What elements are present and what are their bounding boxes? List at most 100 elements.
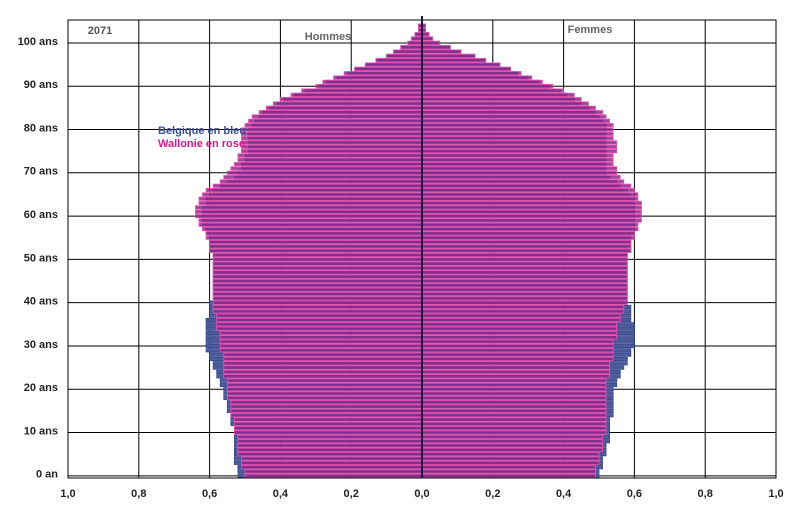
bar <box>230 404 423 409</box>
bar <box>421 408 607 413</box>
bar <box>421 40 441 46</box>
bar <box>421 226 639 232</box>
bar <box>421 201 642 206</box>
bar <box>198 222 423 227</box>
bar <box>195 214 423 219</box>
bar <box>421 84 554 89</box>
bar <box>421 300 628 305</box>
bar <box>241 131 423 136</box>
bar <box>421 36 434 41</box>
bar <box>212 252 423 258</box>
bar <box>421 434 603 439</box>
bar <box>290 92 423 97</box>
bar <box>421 413 607 418</box>
x-tick-label: 0,6 <box>202 488 217 500</box>
x-tick-label: 0,8 <box>131 488 146 500</box>
bar <box>421 270 628 275</box>
bar <box>421 231 635 236</box>
bar <box>421 222 639 227</box>
x-tick-label: 0,8 <box>698 488 713 500</box>
bar <box>421 400 607 405</box>
bar <box>212 309 423 314</box>
bar <box>421 343 614 349</box>
y-tick-label: 10 ans <box>24 425 58 437</box>
bar <box>226 170 423 175</box>
bar <box>421 53 476 59</box>
bar <box>219 339 423 344</box>
y-tick-label: 70 ans <box>24 166 58 178</box>
bar <box>421 205 642 210</box>
bar <box>421 196 639 201</box>
bar <box>244 473 423 478</box>
bar <box>301 88 423 93</box>
bar <box>421 170 618 175</box>
bar <box>421 136 614 141</box>
y-tick-label: 30 ans <box>24 339 58 351</box>
bar <box>223 365 423 370</box>
bar <box>223 175 423 180</box>
bar <box>230 408 423 413</box>
bar <box>233 421 423 426</box>
bar <box>421 447 603 452</box>
bar <box>212 287 423 292</box>
bar <box>421 426 607 431</box>
bar <box>226 391 423 396</box>
bar <box>219 335 423 340</box>
y-tick-label: 0 an <box>36 469 58 481</box>
bar <box>226 395 423 401</box>
bar <box>407 40 423 46</box>
bar <box>237 443 423 448</box>
bar <box>421 179 625 184</box>
bar <box>421 309 625 314</box>
bar <box>237 157 423 162</box>
bar <box>248 118 423 123</box>
bar <box>421 144 618 149</box>
bar <box>272 101 423 106</box>
bar <box>226 378 423 383</box>
bar <box>421 140 618 145</box>
bar <box>421 348 614 353</box>
bar <box>216 313 423 318</box>
bar <box>244 123 423 128</box>
bar <box>265 105 423 110</box>
bar <box>237 439 423 444</box>
x-tick-label: 0,4 <box>556 488 572 500</box>
bar <box>421 88 565 93</box>
x-tick-label: 0,2 <box>344 488 359 500</box>
legend-entry: Belgique en bleu <box>158 125 246 137</box>
bar <box>212 291 423 297</box>
bar <box>421 452 600 457</box>
bar <box>230 413 423 418</box>
bar <box>258 110 423 115</box>
bar <box>354 66 423 72</box>
bar <box>421 192 639 197</box>
chart-title: 2071 <box>88 25 112 37</box>
bar <box>241 149 423 154</box>
y-tick-label: 50 ans <box>24 252 58 264</box>
bar <box>421 361 611 366</box>
bar <box>219 343 423 349</box>
bar <box>212 296 423 301</box>
bar <box>421 252 628 258</box>
bar <box>421 105 596 110</box>
bar <box>421 274 628 279</box>
bar <box>421 278 628 284</box>
bar <box>279 97 423 102</box>
bar <box>212 257 423 262</box>
bar <box>237 153 423 158</box>
bar <box>421 157 614 162</box>
bar <box>233 426 423 431</box>
bar <box>212 283 423 288</box>
bar <box>216 322 423 327</box>
bar <box>195 205 423 210</box>
bar <box>421 127 614 132</box>
x-tick-label: 0,0 <box>414 488 429 500</box>
bar <box>212 278 423 284</box>
bar <box>421 473 596 478</box>
bar <box>421 214 642 219</box>
bar <box>202 226 423 232</box>
bar <box>241 127 423 132</box>
bar <box>212 183 423 188</box>
bar <box>212 261 423 266</box>
y-tick-label: 40 ans <box>24 296 58 308</box>
